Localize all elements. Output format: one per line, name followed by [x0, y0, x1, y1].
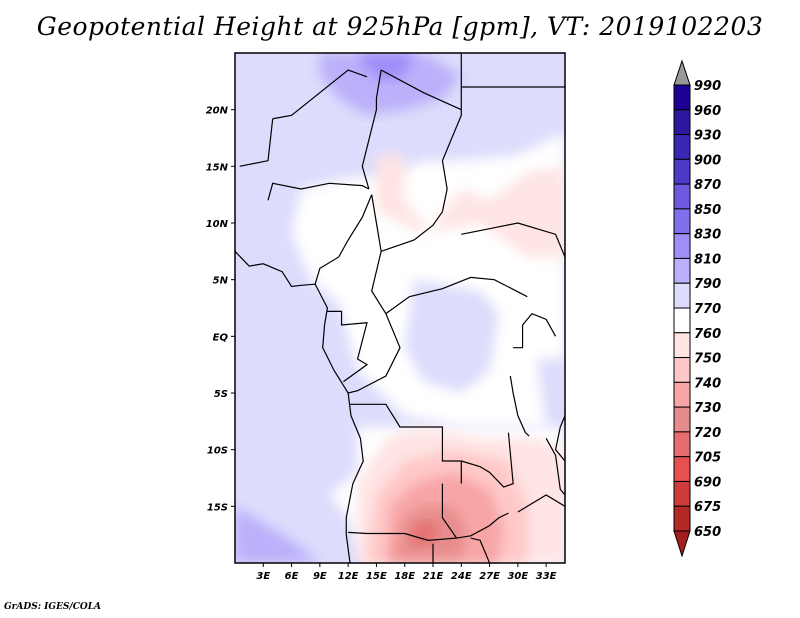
chart-title: Geopotential Height at 925hPa [gpm], VT:… [36, 12, 764, 41]
border-cameroon-car [371, 251, 387, 314]
y-tick-label: EQ [213, 332, 229, 343]
country-borders [235, 53, 565, 563]
colorbar-label: 900 [694, 153, 721, 168]
border-angola-namibia [348, 512, 509, 541]
x-tick-label: 3E [256, 571, 270, 582]
sahara-810-830 [319, 53, 462, 116]
colorbar-box [673, 257, 691, 284]
x-tick-label: 33E [536, 571, 557, 582]
sudan-pink [376, 155, 565, 257]
border-chad-sudan [441, 109, 462, 212]
y-tick-label: 10S [207, 446, 228, 457]
colorbar-top-extension [673, 59, 691, 86]
x-tick-label: 15E [366, 571, 387, 582]
border-south-sudan [461, 222, 565, 258]
border-great-lakes [513, 312, 557, 349]
border-congo-drc [348, 313, 401, 394]
coastline-east [554, 415, 565, 462]
colorbar-box [673, 505, 691, 532]
colorbar-box [673, 357, 691, 383]
colorbar-box [673, 158, 691, 185]
x-tick-label: 24E [451, 571, 472, 582]
colorbar-label: 705 [694, 451, 721, 466]
lake-tanganyika [509, 375, 530, 437]
map-frame [234, 52, 566, 564]
colorbar-box [673, 406, 691, 433]
colorbar-box [673, 109, 691, 136]
x-axis-ticks: 3E 6E 9E 12E 15E 18E 21E 24E 27E 30E 33E [256, 563, 557, 582]
y-tick-label: 15N [206, 162, 229, 173]
colorbar-box [673, 480, 691, 507]
border-zambia-drc [461, 432, 514, 488]
x-tick-label: 18E [394, 571, 415, 582]
colorbar-label: 810 [694, 252, 721, 267]
colorbar-label: 790 [694, 277, 721, 292]
colorbar-label: 930 [694, 129, 721, 144]
colorbar-box [673, 456, 691, 482]
border-libya-chad [380, 69, 462, 111]
x-tick-label: 27E [479, 571, 500, 582]
x-tick-label: 6E [285, 571, 299, 582]
colorbar-label: 960 [694, 104, 721, 119]
colorbar-box [673, 381, 691, 408]
y-tick-label: 10N [206, 219, 229, 230]
colorbar-label: 720 [694, 426, 721, 441]
x-tick-label: 30E [507, 571, 528, 582]
border-niger-nigeria [267, 182, 370, 201]
colorbar-label: 650 [694, 525, 721, 540]
x-tick-label: 21E [423, 571, 444, 582]
colorbar-box [673, 233, 691, 259]
border-cameroon-nigeria [314, 194, 373, 285]
grads-credit: GrADS: IGES/COLA [4, 602, 102, 612]
border-gabon-congo [327, 310, 369, 383]
border-algeria-niger [272, 69, 368, 120]
y-tick-label: 5S [214, 389, 228, 400]
x-tick-label: 9E [313, 571, 327, 582]
colorbar-label: 850 [694, 203, 721, 218]
border-mali-niger [239, 118, 274, 167]
colorbar: 990 960 930 900 870 850 830 810 790 770 760 750 740 7… [673, 59, 721, 558]
border-malawi [545, 438, 565, 496]
border-angola-zambia [441, 483, 458, 539]
y-tick-label: 20N [206, 106, 229, 117]
border-niger-chad [361, 69, 382, 190]
colorbar-box [673, 332, 691, 359]
geopotential-field [235, 53, 565, 563]
colorbar-box [673, 431, 691, 458]
y-tick-label: 5N [213, 276, 229, 287]
colorbar-bottom-extension [673, 530, 691, 558]
colorbar-label: 730 [694, 401, 721, 416]
border-zambia-mozambique [517, 494, 565, 513]
border-chad-car [371, 194, 443, 253]
congo-basin-blue [404, 279, 499, 393]
colorbar-label: 770 [694, 302, 721, 317]
colorbar-label: 690 [694, 475, 721, 490]
border-car-drc [385, 276, 528, 315]
colorbar-label: 990 [694, 79, 721, 94]
colorbar-box [673, 282, 691, 309]
colorbar-label: 760 [694, 327, 721, 342]
colorbar-box [673, 183, 691, 210]
colorbar-box [673, 134, 691, 160]
sw-atlantic-810 [235, 506, 320, 563]
coastline-west-africa [235, 250, 364, 563]
colorbar-label: 740 [694, 376, 721, 391]
colorbar-box [673, 84, 691, 111]
colorbar-box [673, 307, 691, 334]
border-zambia-zimbabwe [470, 537, 491, 563]
sahara-830-850 [357, 53, 415, 82]
colorbar-label: 830 [694, 228, 721, 243]
colorbar-label: 870 [694, 178, 721, 193]
colorbar-label: 750 [694, 352, 721, 367]
colorbar-box [673, 208, 691, 235]
colorbar-label: 675 [694, 500, 721, 515]
y-tick-label: 15S [207, 502, 228, 513]
y-axis-ticks: 20N 15N 10N 5N EQ 5S 10S 15S [206, 106, 235, 513]
x-tick-label: 12E [338, 571, 359, 582]
